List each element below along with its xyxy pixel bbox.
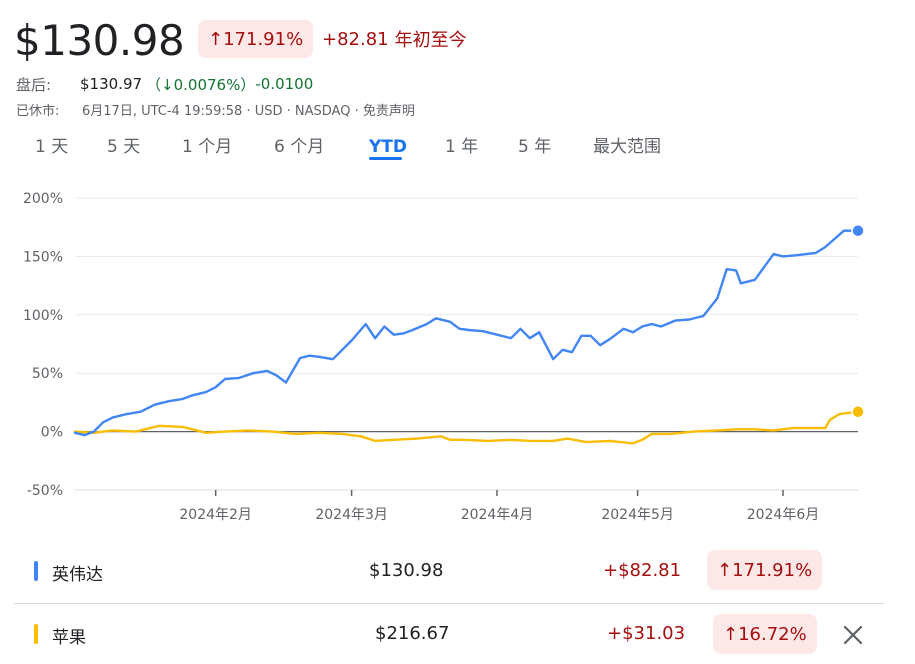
aapl-change: +$31.03 xyxy=(607,623,686,644)
tab-1m[interactable]: 1 个月 xyxy=(182,137,233,157)
nvda-change: +$82.81 xyxy=(603,560,682,581)
period-label: 年初至今 xyxy=(394,30,467,51)
absolute-change-value: +82.81 xyxy=(322,28,389,50)
nvda-name: 英伟达 xyxy=(52,565,103,585)
aapl-name: 苹果 xyxy=(52,628,86,648)
series-end-point-英伟达 xyxy=(851,223,865,238)
legend-row-aapl[interactable]: 苹果 $216.67 +$31.03 ↑16.72% xyxy=(0,604,915,664)
y-tick-label: 200% xyxy=(23,191,63,207)
x-tick-label: 2024年2月 xyxy=(179,507,252,523)
tab-max[interactable]: 最大范围 xyxy=(593,137,661,157)
tab-ytd[interactable]: YTD xyxy=(369,137,408,157)
nvda-pct-badge: ↑171.91% xyxy=(707,550,823,590)
current-price: $130.98 xyxy=(14,16,185,65)
comparison-chart: 200% 150% 100% 50% 0% -50% 2024年2月 2024年3月 2024年… xyxy=(23,191,865,523)
aapl-pct-badge: ↑16.72% xyxy=(713,614,817,654)
after-hours-label: 盘后: xyxy=(16,75,52,94)
tab-5d[interactable]: 5 天 xyxy=(107,137,141,157)
tab-5y[interactable]: 5 年 xyxy=(518,137,552,157)
market-status-info: 6月17日, UTC-4 19:59:58 · USD · NASDAQ · 免… xyxy=(82,103,415,119)
market-status-label: 已休市: xyxy=(16,103,60,119)
legend-divider xyxy=(14,603,884,604)
absolute-change: +82.81 年初至今 xyxy=(322,20,467,58)
x-tick-label: 2024年6月 xyxy=(747,507,820,523)
after-hours-pct: （↓0.0076%） xyxy=(146,75,256,94)
nvda-price: $130.98 xyxy=(369,560,444,581)
nvda-color-swatch xyxy=(34,561,38,581)
market-status-row: 已休市: 6月17日, UTC-4 19:59:58 · USD · NASDA… xyxy=(16,99,415,119)
y-tick-label: 100% xyxy=(23,308,63,324)
remove-comparison-button[interactable] xyxy=(838,620,868,650)
after-hours-change: -0.0100 xyxy=(255,75,314,93)
y-tick-label: 150% xyxy=(23,249,63,265)
tab-1d[interactable]: 1 天 xyxy=(35,137,69,157)
x-tick-label: 2024年4月 xyxy=(461,507,534,523)
tab-6m[interactable]: 6 个月 xyxy=(274,137,325,157)
percent-change-badge: ↑171.91% xyxy=(198,20,314,58)
y-tick-label: 0% xyxy=(41,425,63,441)
legend-row-nvda[interactable]: 英伟达 $130.98 +$82.81 ↑171.91% xyxy=(0,542,915,602)
x-tick-label: 2024年5月 xyxy=(601,507,674,523)
series-line-英伟达 xyxy=(73,229,860,437)
aapl-price: $216.67 xyxy=(375,623,450,644)
after-hours-row: 盘后: $130.97 （↓0.0076%） -0.0100 xyxy=(16,72,313,96)
series-line-苹果 xyxy=(73,410,860,445)
close-icon xyxy=(843,625,863,645)
after-hours-price: $130.97 xyxy=(80,75,143,93)
tab-1y[interactable]: 1 年 xyxy=(445,137,479,157)
x-tick-label: 2024年3月 xyxy=(315,507,388,523)
y-tick-label: 50% xyxy=(32,366,63,382)
y-tick-label: -50% xyxy=(27,483,63,499)
aapl-color-swatch xyxy=(34,624,38,644)
active-tab-indicator xyxy=(369,157,402,160)
series-end-point-苹果 xyxy=(851,404,865,419)
